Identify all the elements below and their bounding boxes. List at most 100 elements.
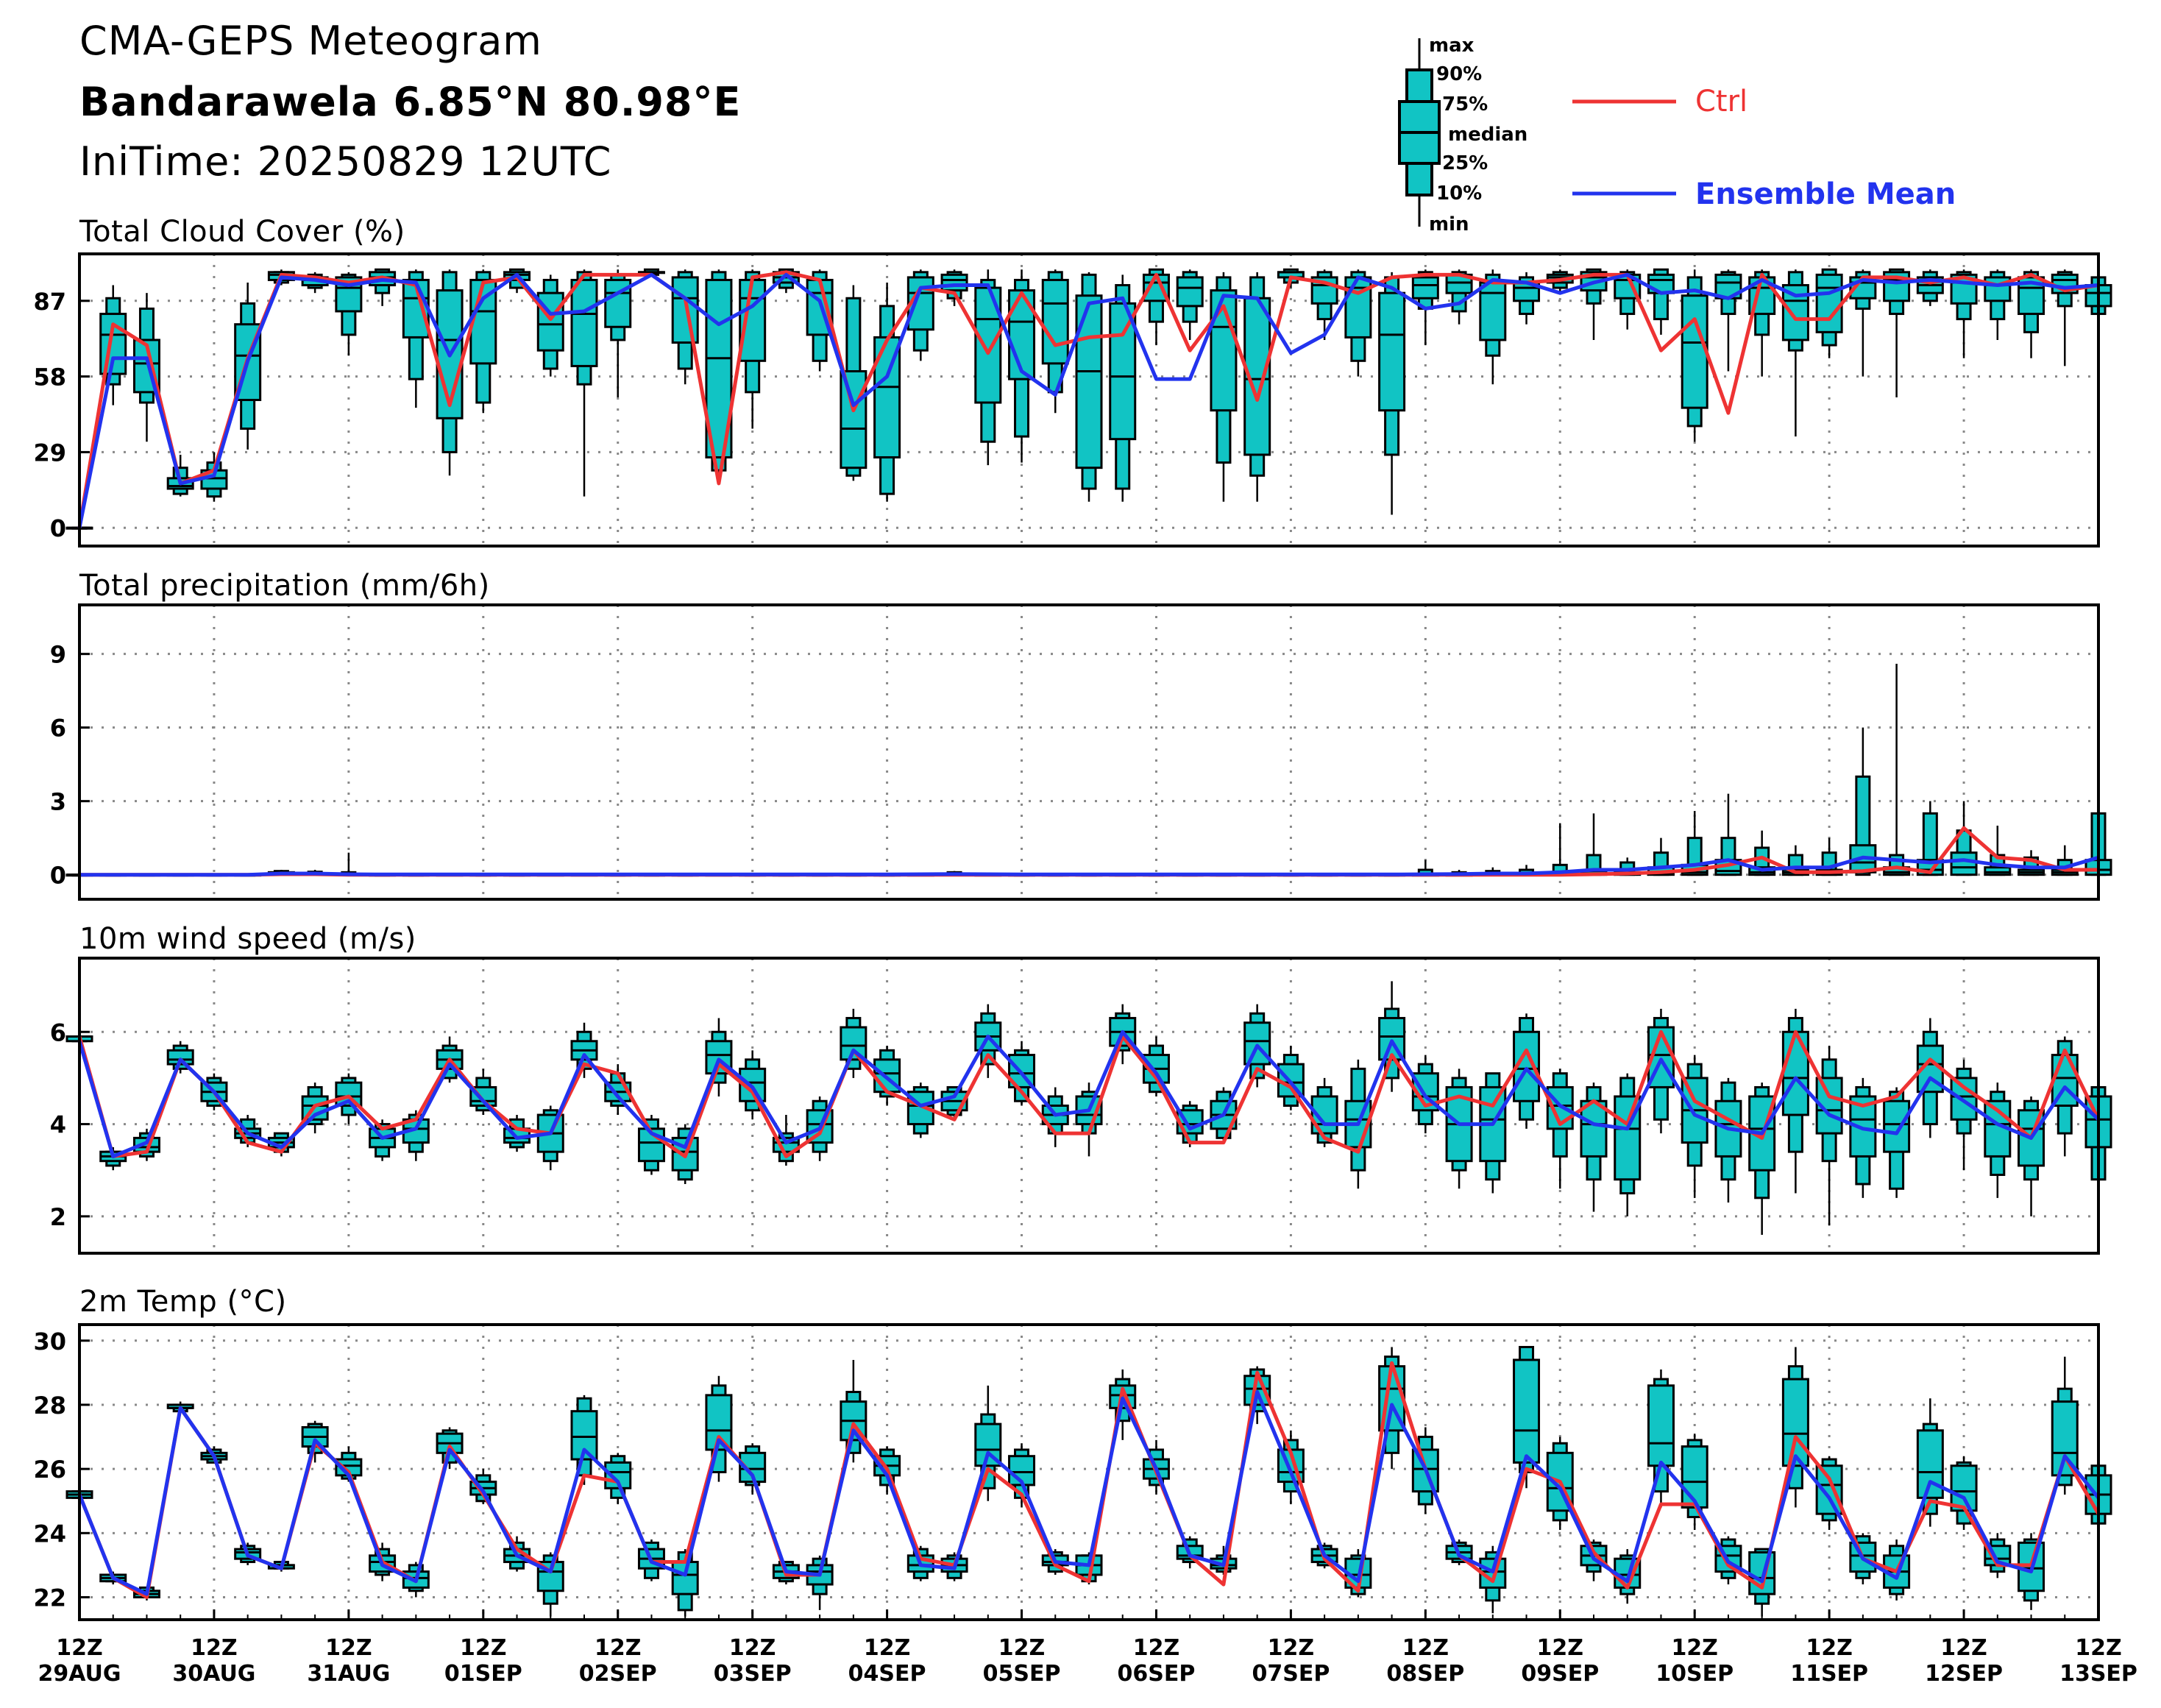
x-tick-hour-label: 12Z	[864, 1635, 911, 1661]
x-tick-hour-label: 12Z	[1940, 1635, 1987, 1661]
x-tick-hour-label: 12Z	[1671, 1635, 1718, 1661]
ensemble-box	[671, 269, 699, 385]
box-25-75	[1580, 1099, 1608, 1158]
x-tick-hour-label: 12Z	[325, 1635, 372, 1661]
box-25-75	[1109, 302, 1137, 441]
ensemble-box	[1041, 1087, 1069, 1147]
box-25-75	[739, 278, 767, 362]
ensemble-box	[570, 1395, 598, 1485]
y-tick-label: 6	[50, 1018, 66, 1046]
x-tick-date-label: 10SEP	[1656, 1661, 1734, 1687]
ensemble-box	[1681, 269, 1708, 442]
temp-panel-title: 2m Temp (°C)	[79, 1285, 287, 1319]
y-tick-label: 3	[50, 788, 66, 816]
box-25-75	[1479, 281, 1507, 341]
ensemble-box	[469, 1469, 497, 1505]
box-25-75	[1714, 1099, 1742, 1158]
box-25-75	[1950, 851, 1978, 876]
box-25-75	[1681, 1445, 1708, 1509]
ensemble-box	[1546, 823, 1574, 876]
x-tick-date-label: 29AUG	[38, 1661, 121, 1687]
x-tick-date-label: 04SEP	[848, 1661, 926, 1687]
x-tick-date-label: 30AUG	[172, 1661, 255, 1687]
ensemble-box	[1513, 272, 1541, 325]
ensemble-box	[739, 1443, 767, 1495]
ctrl-line	[77, 1030, 2101, 1158]
ensemble-box	[840, 1359, 867, 1463]
ensemble-box	[1950, 1059, 1978, 1171]
y-tick-label: 30	[33, 1328, 66, 1356]
chart-title: CMA-GEPS Meteogram	[79, 18, 542, 64]
ensemble-box	[2018, 1096, 2045, 1216]
time-axis: 12Z29AUG12Z30AUG12Z31AUG12Z01SEP12Z02SEP…	[38, 1609, 2137, 1687]
box-25-75	[1950, 1077, 1978, 1121]
y-tick-label: 26	[33, 1456, 66, 1484]
ensemble-box	[1883, 664, 1911, 876]
ensemble-box	[1411, 269, 1439, 346]
ensemble-mean-line	[77, 1030, 2100, 1158]
y-tick-label: 4	[50, 1111, 66, 1139]
box-25-75	[840, 370, 867, 469]
y-tick-label: 29	[33, 439, 66, 467]
box-25-75	[1883, 1099, 1911, 1153]
ensemble-box	[1849, 1077, 1877, 1198]
ensemble-box	[1916, 1398, 1944, 1527]
ensemble-box	[1479, 269, 1507, 385]
temp-panel: 22 24 26 28 30	[33, 1323, 2112, 1621]
x-tick-hour-label: 12Z	[998, 1635, 1046, 1661]
x-tick-date-label: 02SEP	[579, 1661, 657, 1687]
ensemble-box	[705, 269, 733, 481]
ensemble-box	[536, 274, 564, 377]
box-25-75	[1781, 1378, 1809, 1467]
box-25-75	[1513, 1358, 1541, 1464]
x-tick-hour-label: 12Z	[2075, 1635, 2122, 1661]
x-tick-date-label: 13SEP	[2059, 1661, 2137, 1687]
box-25-75	[671, 1561, 699, 1595]
ensemble-box	[1984, 1082, 2012, 1198]
box-25-75	[1681, 294, 1708, 409]
ensemble-box	[1513, 1346, 1541, 1489]
ensemble-box	[1883, 268, 1911, 397]
ensemble-box	[974, 269, 1002, 466]
ensemble-box	[1546, 1069, 1574, 1189]
x-tick-date-label: 08SEP	[1386, 1661, 1464, 1687]
box-25-75	[2051, 273, 2079, 294]
location-label: Bandarawela 6.85°N 80.98°E	[79, 79, 742, 125]
ensemble-box	[570, 1022, 598, 1078]
box-25-75	[974, 286, 1002, 404]
ensemble-box	[1984, 1533, 2012, 1578]
ensemble-box	[1714, 1077, 1742, 1203]
box-25-75	[1176, 276, 1204, 308]
x-tick-date-label: 12SEP	[1925, 1661, 2003, 1687]
box-25-75	[1984, 866, 2012, 876]
x-tick-date-label: 07SEP	[1252, 1661, 1330, 1687]
ensemble-box	[1580, 813, 1608, 876]
x-tick-hour-label: 12Z	[729, 1635, 776, 1661]
ensemble-box	[132, 293, 160, 442]
y-tick-label: 87	[33, 288, 66, 316]
x-tick-date-label: 01SEP	[444, 1661, 522, 1687]
ensemble-box	[1815, 268, 1843, 358]
ensemble-box	[166, 454, 194, 497]
box-25-75	[1647, 1384, 1675, 1467]
ensemble-box	[1984, 269, 2012, 340]
x-tick-hour-label: 12Z	[1133, 1635, 1180, 1661]
box-25-75	[1815, 273, 1843, 333]
x-tick-hour-label: 12Z	[1806, 1635, 1853, 1661]
ensemble-box	[1883, 1087, 1911, 1198]
ensemble-box	[369, 268, 397, 306]
ensemble-box	[1243, 272, 1271, 502]
x-tick-hour-label: 12Z	[1402, 1635, 1449, 1661]
init-time-label: IniTime: 20250829 12UTC	[79, 138, 612, 185]
box-25-75	[671, 276, 699, 344]
ensemble-box	[1210, 272, 1238, 502]
ensemble-box	[1008, 269, 1036, 463]
ensemble-mean-line	[79, 855, 2099, 877]
ensemble-box	[536, 1552, 564, 1617]
precip-panel-title: Total precipitation (mm/6h)	[79, 569, 490, 603]
ensemble-box	[1714, 269, 1742, 372]
cloud-frame	[78, 252, 2100, 548]
y-tick-label: 9	[50, 641, 66, 669]
ensemble-box	[806, 1555, 834, 1610]
